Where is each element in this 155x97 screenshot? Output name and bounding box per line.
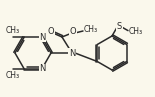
Text: N: N: [39, 33, 46, 42]
Text: O: O: [70, 28, 76, 36]
Text: CH₃: CH₃: [84, 26, 98, 35]
Text: S: S: [117, 22, 122, 31]
Text: O: O: [48, 28, 54, 36]
Text: CH₃: CH₃: [6, 26, 20, 35]
Text: N: N: [69, 48, 75, 58]
Text: CH₃: CH₃: [6, 71, 20, 80]
Text: CH₃: CH₃: [129, 27, 143, 36]
Text: N: N: [39, 64, 46, 73]
